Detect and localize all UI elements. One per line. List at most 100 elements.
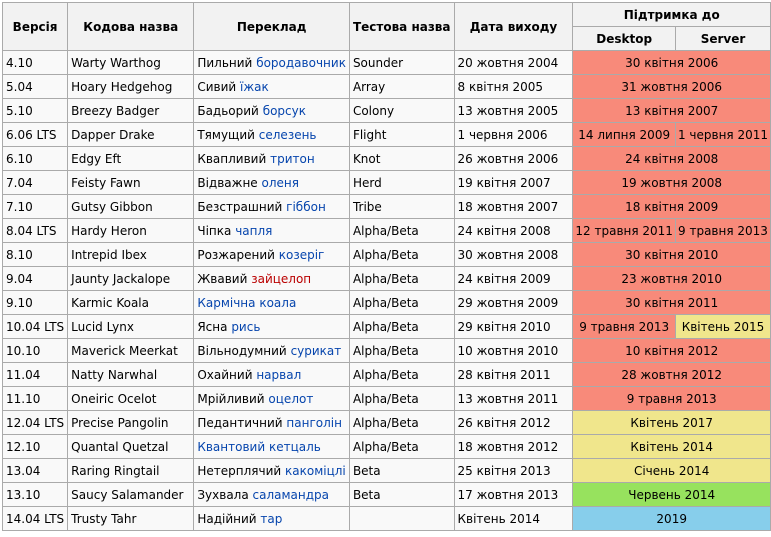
support-cell: Січень 2014 <box>572 458 771 483</box>
table-row: 14.04 LTS Trusty Tahr Надійний тар Квітень … <box>1 506 771 531</box>
codename-cell: Breezy Badger <box>67 98 195 123</box>
translation-link[interactable]: борсук <box>262 103 306 118</box>
translation-adjective: Мрійливий <box>197 391 265 406</box>
version-header: Версія <box>1 2 69 51</box>
test-name-cell: Herd <box>348 170 455 195</box>
codename-cell: Warty Warthog <box>67 50 195 75</box>
translation-link[interactable]: зайцелоп <box>251 271 312 286</box>
translation-link[interactable]: селезень <box>258 127 317 142</box>
header-row: Версія Кодова назва Переклад Тестова наз… <box>1 2 771 51</box>
codename-cell: Intrepid Ibex <box>67 242 195 267</box>
translation-link[interactable]: рись <box>231 319 261 334</box>
table-row: 12.10 Quantal Quetzal Квантовий кетцаль Alp… <box>1 434 771 459</box>
support-header: Підтримка до <box>572 2 771 27</box>
version-cell: 12.04 LTS <box>1 410 69 435</box>
translation-link[interactable]: оленя <box>261 175 299 190</box>
translation-link[interactable]: гіббон <box>286 199 326 214</box>
release-date-cell: 10 жовтня 2010 <box>453 338 574 363</box>
release-date-cell: 17 жовтня 2013 <box>453 482 574 507</box>
translation-link[interactable]: оцелот <box>268 391 314 406</box>
translation-link[interactable]: саламандра <box>252 487 330 502</box>
support-cell: 9 травня 2013 <box>572 386 771 411</box>
desktop-support-cell: 14 липня 2009 <box>572 122 676 147</box>
translation-adjective: Зухвала <box>197 487 249 502</box>
version-cell: 6.06 LTS <box>1 122 69 147</box>
translation-cell: Надійний тар <box>193 506 350 531</box>
version-cell: 10.04 LTS <box>1 314 69 339</box>
support-cell: 10 квітня 2012 <box>572 338 771 363</box>
translation-link[interactable]: тар <box>260 511 283 526</box>
version-cell: 14.04 LTS <box>1 506 69 531</box>
release-date-cell: 20 жовтня 2004 <box>453 50 574 75</box>
translation-cell: Квапливий тритон <box>193 146 350 171</box>
translation-adjective: Надійний <box>197 511 257 526</box>
support-cell: 28 жовтня 2012 <box>572 362 771 387</box>
version-cell: 4.10 <box>1 50 69 75</box>
subheader-row: Desktop Server <box>3 26 771 51</box>
table-row: 8.04 LTS Hardy Heron Чіпка чапля Alpha/Beta… <box>1 218 771 243</box>
version-cell: 13.04 <box>1 458 69 483</box>
support-cell: 18 квітня 2009 <box>572 194 771 219</box>
support-cell: Квітень 2017 <box>572 410 771 435</box>
support-cell: 30 квітня 2006 <box>572 50 771 75</box>
test-name-cell: Alpha/Beta <box>348 314 455 339</box>
translation-link[interactable]: сурикат <box>290 343 342 358</box>
release-date-cell: 18 жовтня 2007 <box>453 194 574 219</box>
translation-adjective: Безстрашний <box>197 199 283 214</box>
test-name-cell: Beta <box>348 482 455 507</box>
codename-cell: Karmic Koala <box>67 290 195 315</box>
server-header: Server <box>674 26 771 51</box>
codename-cell: Gutsy Gibbon <box>67 194 195 219</box>
version-cell: 8.10 <box>1 242 69 267</box>
codename-cell: Hoary Hedgehog <box>67 74 195 99</box>
table-row: 9.10 Karmic Koala Кармічна коала Alpha/Beta… <box>1 290 771 315</box>
translation-adjective: Відважне <box>197 175 258 190</box>
table-row: 11.04 Natty Narwhal Охайний нарвал Alpha/Be… <box>1 362 771 387</box>
translation-link[interactable]: бородавочник <box>256 55 346 70</box>
translation-link[interactable]: Кармічна коала <box>197 295 297 310</box>
translation-cell: Безстрашний гіббон <box>193 194 350 219</box>
release-date-cell: 13 жовтня 2011 <box>453 386 574 411</box>
translation-cell: Тямущий селезень <box>193 122 350 147</box>
table-row: 9.04 Jaunty Jackalope Жвавий зайцелоп Alpha… <box>1 266 771 291</box>
version-cell: 10.10 <box>1 338 69 363</box>
test-name-cell: Alpha/Beta <box>348 290 455 315</box>
table-body: 4.10 Warty Warthog Пильний бородавочник Sou… <box>1 50 771 531</box>
codename-header: Кодова назва <box>67 2 195 51</box>
test-name-cell <box>348 506 455 531</box>
translation-cell: Розжарений козеріг <box>193 242 350 267</box>
version-cell: 9.04 <box>1 266 69 291</box>
codename-cell: Precise Pangolin <box>67 410 195 435</box>
translation-link[interactable]: Квантовий кетцаль <box>197 439 321 454</box>
translation-link[interactable]: козеріг <box>278 247 325 262</box>
translation-link[interactable]: какоміцлі <box>285 463 346 478</box>
table-row: 5.04 Hoary Hedgehog Сивий їжак Array 8 квітн… <box>1 74 771 99</box>
version-cell: 5.10 <box>1 98 69 123</box>
support-cell: 30 квітня 2010 <box>572 242 771 267</box>
table-row: 13.04 Raring Ringtail Нетерплячий какоміцл… <box>1 458 771 483</box>
translation-link[interactable]: панголін <box>286 415 342 430</box>
codename-cell: Maverick Meerkat <box>67 338 195 363</box>
translation-link[interactable]: нарвал <box>256 367 302 382</box>
codename-cell: Hardy Heron <box>67 218 195 243</box>
translation-link[interactable]: їжак <box>240 79 269 94</box>
release-date-cell: 29 жовтня 2009 <box>453 290 574 315</box>
translation-cell: Ясна рись <box>193 314 350 339</box>
translation-adjective: Квапливий <box>197 151 267 166</box>
codename-cell: Lucid Lynx <box>67 314 195 339</box>
release-date-cell: 8 квітня 2005 <box>453 74 574 99</box>
support-cell: Червень 2014 <box>572 482 771 507</box>
translation-cell: Сивий їжак <box>193 74 350 99</box>
translation-link[interactable]: тритон <box>270 151 315 166</box>
test-name-cell: Colony <box>348 98 455 123</box>
release-date-cell: 19 квітня 2007 <box>453 170 574 195</box>
support-cell: 2019 <box>572 506 771 531</box>
translation-adjective: Бадьорий <box>197 103 259 118</box>
translation-link[interactable]: чапля <box>235 223 273 238</box>
version-cell: 8.04 LTS <box>1 218 69 243</box>
test-name-cell: Alpha/Beta <box>348 242 455 267</box>
codename-cell: Dapper Drake <box>67 122 195 147</box>
translation-adjective: Вільнодумний <box>197 343 287 358</box>
release-date-cell: 18 жовтня 2012 <box>453 434 574 459</box>
support-cell: 23 жовтня 2010 <box>572 266 771 291</box>
